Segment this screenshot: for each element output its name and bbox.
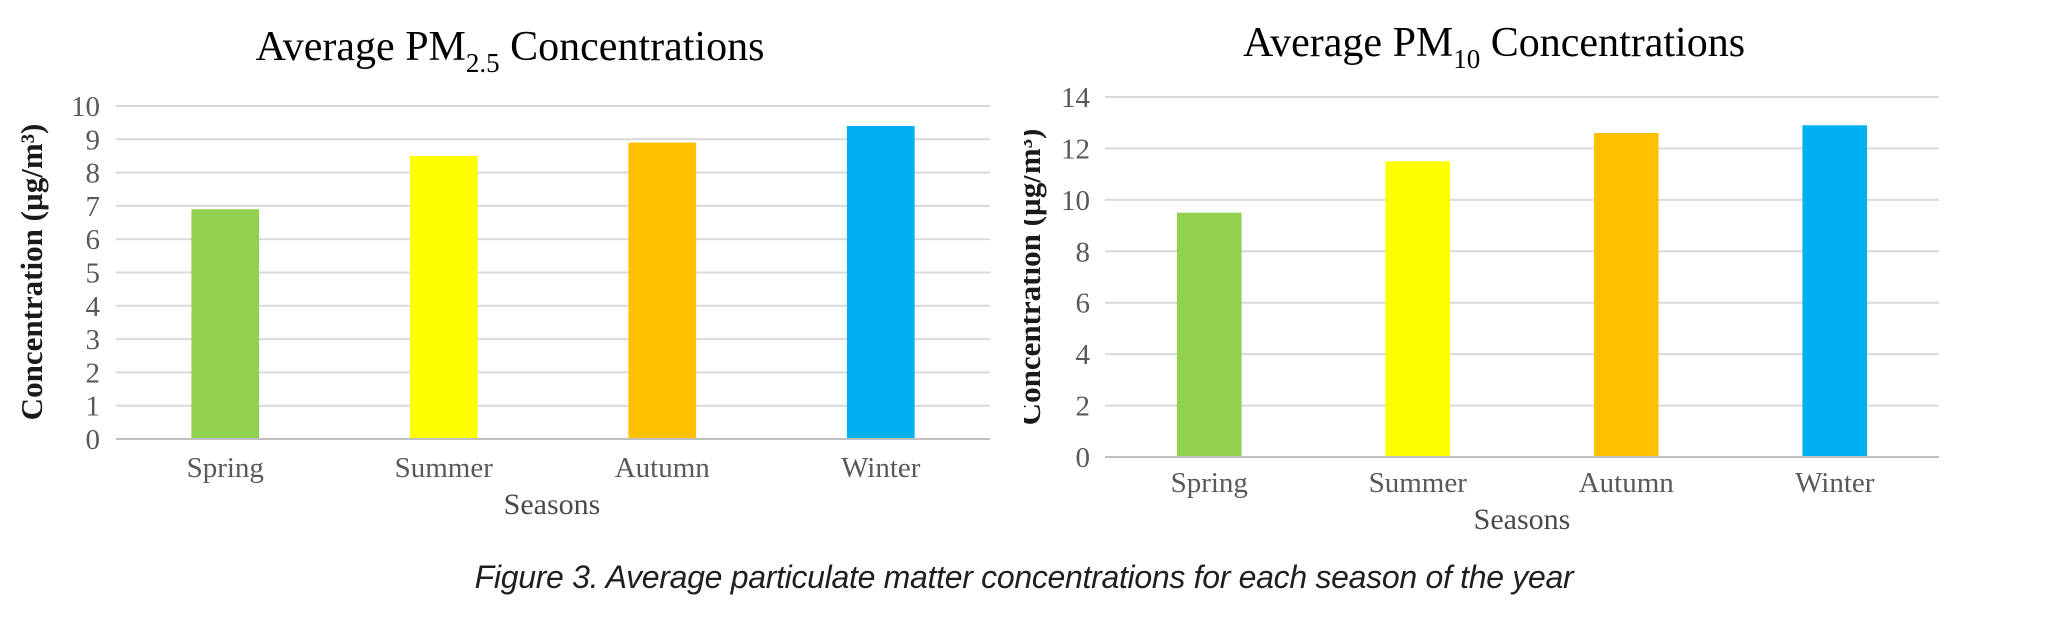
x-axis-title: Seasons	[504, 488, 601, 521]
chart-pm10: Average PM10 Concentrations 02468101214 …	[1024, 20, 1939, 536]
y-tick-label: 6	[1076, 288, 1091, 320]
bar-winter	[1802, 125, 1868, 458]
bar-autumn	[1593, 133, 1659, 457]
y-tick-label: 8	[1076, 236, 1091, 268]
y-tick-label: 2	[86, 357, 101, 389]
y-axis-title: Concentration (µg/m³)	[1024, 129, 1047, 426]
bar-summer	[1385, 161, 1451, 458]
y-tick-label: 0	[1076, 442, 1091, 474]
y-tick-label: 14	[1061, 82, 1091, 114]
y-tick-label: 8	[86, 158, 101, 190]
bars	[1176, 125, 1868, 458]
chart-title-pm10: Average PM10 Concentrations	[1243, 20, 1745, 74]
y-tick-label: 2	[1076, 391, 1091, 423]
category-label-summer: Summer	[395, 452, 494, 484]
y-tick-label: 1	[86, 391, 101, 423]
category-label-spring: Spring	[1171, 467, 1248, 499]
bar-spring	[1176, 212, 1242, 457]
y-tick-label: 10	[1061, 185, 1090, 217]
figure-caption: Figure 3. Average particulate matter con…	[474, 559, 1574, 595]
y-tick-label: 7	[86, 191, 101, 223]
y-tick-label: 4	[86, 291, 101, 323]
y-tick-label: 12	[1061, 133, 1090, 165]
category-label-spring: Spring	[187, 452, 264, 484]
bar-spring	[191, 209, 260, 439]
x-category-labels: Spring Summer Autumn Winter	[1171, 467, 1875, 499]
chart-title-pm25: Average PM2.5 Concentrations	[256, 24, 765, 78]
y-tick-labels: 0 2 4 6 8 10 12 14	[1061, 82, 1091, 474]
category-label-autumn: Autumn	[1579, 467, 1675, 499]
gridlines	[116, 105, 990, 440]
category-label-summer: Summer	[1369, 467, 1468, 499]
category-label-winter: Winter	[841, 452, 921, 484]
bar-autumn	[628, 142, 697, 439]
chart-pm25: Average PM2.5 Concentrations 01234567891…	[14, 24, 990, 521]
y-tick-label: 9	[86, 124, 101, 156]
y-tick-label: 6	[86, 224, 101, 256]
x-axis-title: Seasons	[1474, 503, 1571, 536]
y-axis-title: Concentration (µg/m³)	[14, 124, 49, 421]
y-tick-label: 10	[71, 91, 100, 123]
y-tick-label: 4	[1076, 339, 1091, 371]
y-tick-label: 3	[86, 324, 101, 356]
bars	[191, 125, 915, 439]
y-tick-label: 0	[86, 424, 101, 456]
category-label-winter: Winter	[1795, 467, 1875, 499]
y-tick-label: 5	[86, 258, 101, 290]
bar-summer	[409, 155, 478, 439]
x-category-labels: Spring Summer Autumn Winter	[187, 452, 921, 484]
category-label-autumn: Autumn	[615, 452, 711, 484]
bar-winter	[846, 125, 915, 439]
